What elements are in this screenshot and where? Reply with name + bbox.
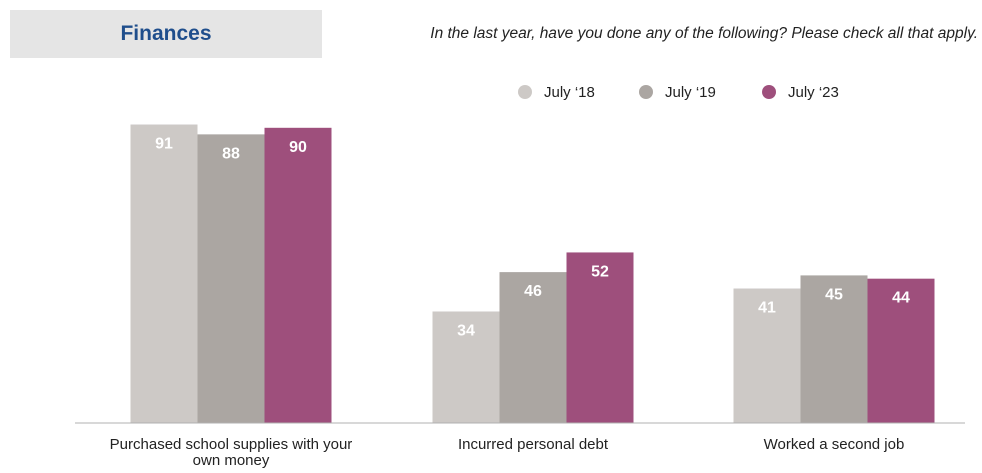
data-label-july-18-worked-a-second-job: 41 bbox=[758, 300, 776, 317]
data-label-july-19-incurred-personal-debt: 46 bbox=[524, 283, 542, 300]
legend-label-july-18: July ‘18 bbox=[544, 84, 595, 101]
data-label-july-19-purchased-school-supplies-with-your-own-money: 88 bbox=[222, 145, 240, 162]
data-label-july-18-incurred-personal-debt: 34 bbox=[457, 322, 475, 339]
survey-question: In the last year, have you done any of t… bbox=[430, 25, 978, 42]
bar-july-19-purchased-school-supplies-with-your-own-money bbox=[197, 134, 265, 424]
data-label-july-18-purchased-school-supplies-with-your-own-money: 91 bbox=[155, 136, 173, 153]
legend-marker-july-23 bbox=[762, 85, 776, 99]
category-label-0-line-1: own money bbox=[193, 452, 270, 469]
bar-july-23-purchased-school-supplies-with-your-own-money bbox=[264, 127, 332, 424]
legend-marker-july-18 bbox=[518, 85, 532, 99]
section-title-box: Finances bbox=[10, 10, 322, 58]
bar-july-23-worked-a-second-job bbox=[867, 278, 935, 423]
chart-bars: 91 34 41 88 46 45 90 52 44 bbox=[130, 124, 935, 424]
data-label-july-23-incurred-personal-debt: 52 bbox=[591, 263, 609, 280]
data-label-july-23-worked-a-second-job: 44 bbox=[892, 290, 910, 307]
bar-july-18-incurred-personal-debt bbox=[432, 311, 500, 423]
legend-marker-july-19 bbox=[639, 85, 653, 99]
bar-july-19-incurred-personal-debt bbox=[499, 272, 567, 423]
data-label-july-19-worked-a-second-job: 45 bbox=[825, 286, 843, 303]
legend-label-july-23: July ‘23 bbox=[788, 84, 839, 101]
chart-legend: July ‘18 July ‘19 July ‘23 bbox=[518, 84, 839, 101]
bar-july-19-worked-a-second-job bbox=[800, 275, 868, 423]
bar-july-18-worked-a-second-job bbox=[733, 288, 801, 423]
page-title: Finances bbox=[120, 22, 212, 45]
category-label-2: Worked a second job bbox=[764, 436, 905, 453]
legend-label-july-19: July ‘19 bbox=[665, 84, 716, 101]
category-label-1: Incurred personal debt bbox=[458, 436, 609, 453]
category-label-0-line-0: Purchased school supplies with your bbox=[110, 436, 353, 453]
data-label-july-23-purchased-school-supplies-with-your-own-money: 90 bbox=[289, 139, 307, 156]
bar-july-23-incurred-personal-debt bbox=[566, 252, 634, 423]
bar-july-18-purchased-school-supplies-with-your-own-money bbox=[130, 124, 198, 424]
